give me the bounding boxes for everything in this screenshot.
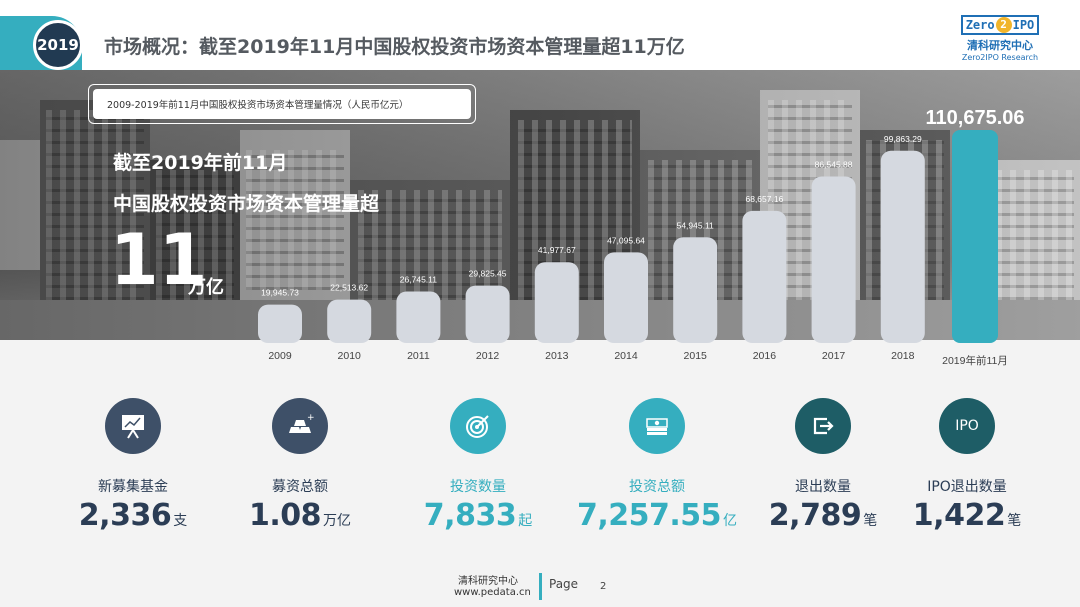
chart-bar <box>327 299 372 343</box>
logo-cn-text: 清科研究中心 <box>967 39 1033 52</box>
logo-mark-left: Zero <box>965 18 995 32</box>
chart-bar <box>811 176 856 343</box>
stat-value: 2,336 <box>78 498 172 533</box>
stat-value: 1,422 <box>912 498 1006 533</box>
stat-label: 新募集基金 <box>98 479 168 495</box>
headline-big-unit: 万亿 <box>188 277 224 298</box>
stat-value: 2,789 <box>768 498 862 533</box>
footer-divider <box>539 573 542 600</box>
chart-value-label: 41,977.67 <box>538 245 576 255</box>
stat-unit: 起 <box>518 513 533 529</box>
logo-mark: Zero 2 IPO <box>960 15 1040 35</box>
chart-value-label: 86,545.88 <box>815 159 853 169</box>
chart-bar <box>465 285 510 343</box>
stat-investment-total: 投资总额 7,257.55 亿 <box>572 398 742 533</box>
chart-bar <box>880 150 925 343</box>
footer-org: 清科研究中心 <box>458 576 518 587</box>
stat-unit: 万亿 <box>323 513 352 529</box>
stat-exit-count: 退出数量 2,789 笔 <box>738 398 908 533</box>
chart-value-label: 110,675.06 <box>926 107 1025 129</box>
building-shape <box>240 130 350 320</box>
chart-x-tick-label: 2015 <box>684 350 708 362</box>
stat-investment-count: 投资数量 7,833 起 <box>393 398 563 533</box>
stat-value-wrap: 1.08 万亿 <box>215 498 385 533</box>
chart-x-tick-label: 2016 <box>753 350 777 362</box>
chart-bar <box>742 210 787 343</box>
money-stack-icon <box>629 398 685 454</box>
logo-mark-right: IPO <box>1012 18 1035 32</box>
ipo-icon: IPO <box>939 398 995 454</box>
stat-label: 募资总额 <box>272 479 328 495</box>
zero2ipo-logo: Zero 2 IPO 清科研究中心 Zero2IPO Research <box>960 14 1040 62</box>
stat-unit: 笔 <box>1007 513 1022 529</box>
stat-fundraising-total: + 募资总额 1.08 万亿 <box>215 398 385 533</box>
chart-x-tick-label: 2009 <box>268 350 292 362</box>
gold-bars-icon: + <box>272 398 328 454</box>
chart-x-tick-label: 2011 <box>407 350 430 362</box>
chart-bar <box>673 237 718 343</box>
chart-x-tick-label: 2018 <box>891 350 915 362</box>
stat-label: 退出数量 <box>795 479 851 495</box>
chart-bar <box>258 304 302 343</box>
headline-big-number: 11 <box>110 219 208 301</box>
page-title: 市场概况：截至2019年11月中国股权投资市场资本管理量超11万亿 <box>104 36 685 58</box>
stat-unit: 亿 <box>723 513 738 529</box>
exit-arrow-icon <box>795 398 851 454</box>
chart-x-tick-label: 2017 <box>822 350 846 362</box>
stat-label: IPO退出数量 <box>927 479 1007 495</box>
chart-x-tick-label: 2013 <box>545 350 569 362</box>
stat-value: 1.08 <box>248 498 322 533</box>
stat-value-wrap: 1,422 笔 <box>882 498 1052 533</box>
headline-line-1: 截至2019年前11月 <box>113 152 288 174</box>
stat-value: 7,833 <box>423 498 517 533</box>
chart-value-label: 99,863.29 <box>884 134 922 144</box>
headline-line-2: 中国股权投资市场资本管理量超 <box>113 193 380 215</box>
footer-page-number: 2 <box>600 581 607 592</box>
target-icon <box>450 398 506 454</box>
presentation-chart-icon <box>105 398 161 454</box>
chart-caption: 2009-2019年前11月中国股权投资市场资本管理量情况（人民币亿元） <box>93 89 471 119</box>
logo-mark-two: 2 <box>995 17 1012 33</box>
chart-bar <box>952 130 998 343</box>
header: 2019 市场概况：截至2019年11月中国股权投资市场资本管理量超11万亿 Z… <box>0 0 1080 70</box>
footer-url: www.pedata.cn <box>454 587 531 598</box>
chart-x-tick-label: 2019年前11月 <box>942 354 1008 367</box>
building-shape <box>40 100 150 320</box>
chart-value-label: 29,825.45 <box>469 269 507 279</box>
chart-bar <box>396 291 441 343</box>
stat-label: 投资数量 <box>450 479 506 495</box>
stat-value-wrap: 7,257.55 亿 <box>572 498 742 533</box>
chart-value-label: 26,745.11 <box>400 275 437 285</box>
stat-value-wrap: 2,789 笔 <box>738 498 908 533</box>
chart-caption-frame: 2009-2019年前11月中国股权投资市场资本管理量情况（人民币亿元） <box>88 84 476 124</box>
svg-text:+: + <box>307 413 315 423</box>
chart-value-label: 19,945.73 <box>261 288 299 298</box>
stat-unit: 支 <box>173 513 188 529</box>
stat-value: 7,257.55 <box>576 498 722 533</box>
year-badge: 2019 <box>33 20 83 70</box>
footer-page-label: Page <box>549 577 579 591</box>
stat-new-funds: 新募集基金 2,336 支 <box>48 398 218 533</box>
chart-bar <box>604 252 648 343</box>
stat-value-wrap: 7,833 起 <box>393 498 563 533</box>
stat-ipo-exit-count: IPO IPO退出数量 1,422 笔 <box>882 398 1052 533</box>
stat-label: 投资总额 <box>629 479 685 495</box>
chart-value-label: 47,095.64 <box>607 235 645 245</box>
chart-x-tick-label: 2012 <box>476 350 500 362</box>
chart-value-label: 22,513.62 <box>330 283 368 293</box>
chart-value-label: 54,945.11 <box>677 220 714 230</box>
chart-value-label: 68,657.16 <box>745 194 783 204</box>
stat-value-wrap: 2,336 支 <box>48 498 218 533</box>
chart-bar <box>534 262 579 343</box>
chart-x-tick-label: 2010 <box>338 350 362 362</box>
logo-en-text: Zero2IPO Research <box>961 53 1039 62</box>
stat-unit: 笔 <box>863 513 878 529</box>
chart-x-tick-label: 2014 <box>614 350 638 362</box>
